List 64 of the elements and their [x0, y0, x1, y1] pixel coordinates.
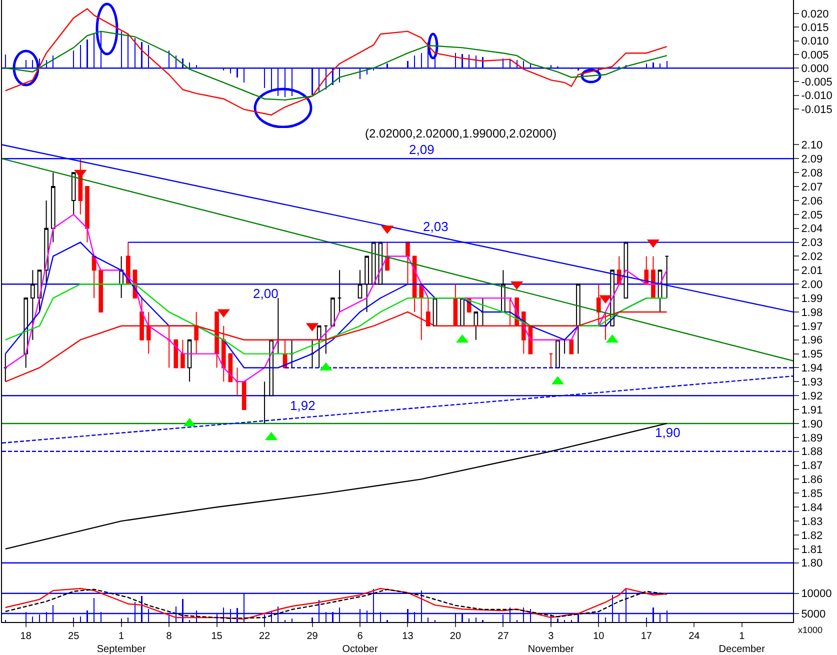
y-tick-label: 1.85: [801, 488, 823, 500]
y-tick-label: 1.92: [801, 390, 823, 402]
y-tick-label: 0.005: [801, 49, 829, 62]
y-tick-label: 1.84: [801, 502, 823, 514]
x-tick-label: 22: [258, 631, 271, 642]
y-tick-label: 0.015: [801, 22, 829, 34]
x-tick-label: 25: [68, 631, 80, 642]
x-tick-label: 27: [498, 631, 510, 642]
y-tick-label: 2.06: [801, 195, 823, 208]
x-tick-label: 1 September: [96, 631, 146, 655]
x-tick-label: 18: [20, 631, 32, 642]
y-tick-label: 1.97: [801, 320, 823, 333]
y-tick-label: -0.015: [801, 104, 832, 116]
y-tick-label: 0.010: [801, 36, 829, 48]
y-tick-label: 1.99: [801, 292, 823, 305]
y-tick-label: 0.000: [801, 62, 829, 75]
ref-line-label: 1,90: [655, 425, 680, 440]
y-tick-label: 1.89: [801, 432, 823, 444]
y-tick-label: 2.04: [801, 223, 823, 236]
x-tick-label: 3 November: [528, 631, 575, 655]
y-tick-label: 1.96: [801, 334, 823, 347]
y-tick-label: 5000: [801, 608, 826, 620]
x-tick-label: 13: [402, 631, 414, 642]
x-tick-label: 29: [306, 631, 318, 642]
ref-line-label: 1,92: [290, 398, 316, 413]
x-tick-label: 10: [593, 631, 605, 642]
y-tick-label: 1.93: [801, 376, 823, 389]
y-tick-label: 1.91: [801, 404, 823, 416]
y-tick-label: 1.95: [801, 348, 823, 361]
y-tick-label: 1.94: [801, 362, 823, 375]
x-tick-label: 17: [640, 631, 652, 642]
annotation: 2,03: [423, 219, 448, 234]
y-tick-label: 2.10: [801, 140, 823, 152]
y-tick-label: 2.09: [801, 154, 823, 166]
y-tick-label: 2.05: [801, 209, 823, 222]
y-tick-label: 1.82: [801, 530, 823, 542]
y-tick-label: 2.01: [801, 265, 823, 278]
x-tick-label: 1 December: [718, 631, 766, 655]
y-tick-label: 1.86: [801, 474, 823, 486]
y-tick-label: 1.88: [801, 446, 823, 458]
chart-title: (2.02000,2.02000,1.99000,2.02000): [365, 126, 557, 140]
x-tick-label: 15: [211, 631, 223, 642]
y-tick-label: 2.00: [801, 278, 823, 291]
y-tick-label: 1.98: [801, 306, 823, 319]
x-tick-label: 20: [450, 631, 462, 642]
y-tick-label: 10000: [801, 588, 832, 600]
y-tick-label: 2.07: [801, 181, 823, 194]
y-tick-label: 1.87: [801, 460, 823, 472]
y-tick-label: 1.80: [801, 558, 823, 570]
y-tick-label: 2.03: [801, 237, 823, 250]
y-tick-label: 2.02: [801, 251, 823, 264]
y-tick-label: 2.08: [801, 167, 823, 180]
y-tick-label: 1.81: [801, 544, 823, 556]
y-tick-label: 1.83: [801, 516, 823, 528]
x-tick-label: 6 October: [342, 631, 378, 655]
x-tick-label: 8: [166, 631, 172, 642]
text: x1000: [798, 625, 823, 635]
ref-line-label: 2,00: [253, 286, 278, 301]
ref-line-label: 2,09: [409, 142, 434, 157]
y-tick-label: 0.020: [801, 8, 829, 20]
y-tick-label: 1.90: [801, 418, 823, 430]
y-tick-label: -0.010: [801, 90, 832, 102]
y-tick-label: -0.005: [801, 76, 832, 89]
x-tick-label: 24: [688, 631, 700, 642]
